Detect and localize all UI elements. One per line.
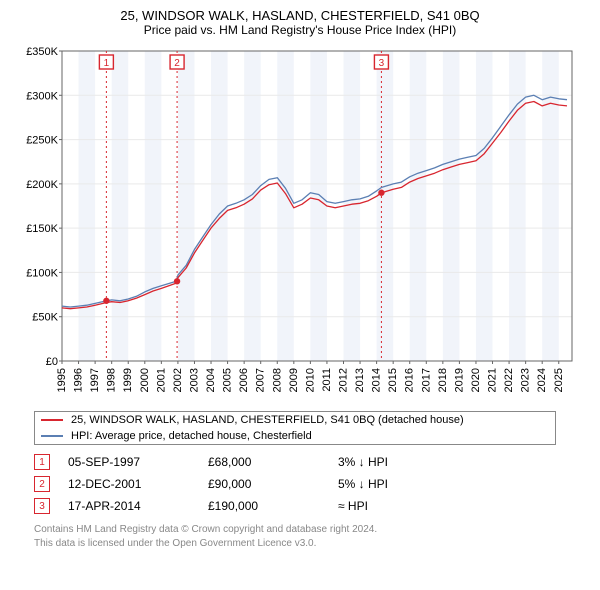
legend: 25, WINDSOR WALK, HASLAND, CHESTERFIELD,… xyxy=(34,411,556,445)
svg-text:2014: 2014 xyxy=(371,368,383,392)
legend-item: HPI: Average price, detached house, Ches… xyxy=(35,428,555,444)
svg-text:2008: 2008 xyxy=(271,368,283,392)
legend-label: HPI: Average price, detached house, Ches… xyxy=(71,430,312,442)
svg-text:2010: 2010 xyxy=(304,368,316,392)
sale-marker: 1 xyxy=(34,454,50,470)
sale-row: 2 12-DEC-2001£90,0005% ↓ HPI xyxy=(34,473,554,495)
svg-text:2006: 2006 xyxy=(238,368,250,392)
sale-marker: 3 xyxy=(34,498,50,514)
svg-text:£0: £0 xyxy=(46,356,58,368)
svg-text:2009: 2009 xyxy=(288,368,300,392)
svg-text:2023: 2023 xyxy=(520,368,532,392)
sale-row: 1 05-SEP-1997£68,0003% ↓ HPI xyxy=(34,451,554,473)
sale-price: £90,000 xyxy=(208,477,338,491)
svg-text:2001: 2001 xyxy=(155,368,167,392)
svg-text:£50K: £50K xyxy=(32,312,58,324)
page-subtitle: Price paid vs. HM Land Registry's House … xyxy=(10,23,590,37)
sale-price: £190,000 xyxy=(208,499,338,513)
page-title: 25, WINDSOR WALK, HASLAND, CHESTERFIELD,… xyxy=(10,8,590,23)
price-chart: £0 £50K £100K £150K £200K £250K £300K £350K 1995… xyxy=(18,43,578,403)
svg-text:2020: 2020 xyxy=(470,368,482,392)
sale-row: 3 17-APR-2014£190,000≈ HPI xyxy=(34,495,554,517)
attribution-line: This data is licensed under the Open Gov… xyxy=(34,537,590,551)
svg-text:2015: 2015 xyxy=(387,368,399,392)
svg-text:2018: 2018 xyxy=(437,368,449,392)
sale-hpi-relation: 3% ↓ HPI xyxy=(338,455,478,469)
sale-date: 17-APR-2014 xyxy=(68,499,208,513)
svg-text:£150K: £150K xyxy=(26,223,58,235)
svg-text:1999: 1999 xyxy=(122,368,134,392)
svg-text:1996: 1996 xyxy=(73,368,85,392)
svg-text:2004: 2004 xyxy=(205,368,217,392)
sale-hpi-relation: 5% ↓ HPI xyxy=(338,477,478,491)
sales-table: 1 05-SEP-1997£68,0003% ↓ HPI 2 12-DEC-2001£… xyxy=(34,451,554,517)
svg-text:2016: 2016 xyxy=(404,368,416,392)
legend-item: 25, WINDSOR WALK, HASLAND, CHESTERFIELD,… xyxy=(35,412,555,428)
svg-text:2000: 2000 xyxy=(139,368,151,392)
svg-text:£350K: £350K xyxy=(26,46,58,58)
sale-price: £68,000 xyxy=(208,455,338,469)
svg-text:2012: 2012 xyxy=(337,368,349,392)
svg-text:2019: 2019 xyxy=(453,368,465,392)
svg-text:1998: 1998 xyxy=(106,368,118,392)
svg-text:2013: 2013 xyxy=(354,368,366,392)
sale-date: 05-SEP-1997 xyxy=(68,455,208,469)
sale-marker: 2 xyxy=(34,476,50,492)
svg-text:2: 2 xyxy=(174,58,180,69)
svg-text:£300K: £300K xyxy=(26,90,58,102)
legend-label: 25, WINDSOR WALK, HASLAND, CHESTERFIELD,… xyxy=(71,414,464,426)
svg-text:£200K: £200K xyxy=(26,179,58,191)
attribution: Contains HM Land Registry data © Crown c… xyxy=(34,523,590,550)
svg-text:2021: 2021 xyxy=(487,368,499,392)
svg-text:2002: 2002 xyxy=(172,368,184,392)
svg-text:2003: 2003 xyxy=(188,368,200,392)
attribution-line: Contains HM Land Registry data © Crown c… xyxy=(34,523,590,537)
svg-text:£100K: £100K xyxy=(26,267,58,279)
svg-text:£250K: £250K xyxy=(26,135,58,147)
svg-text:3: 3 xyxy=(379,58,385,69)
legend-swatch xyxy=(41,435,63,437)
svg-text:1: 1 xyxy=(104,58,110,69)
svg-text:2025: 2025 xyxy=(553,368,565,392)
svg-text:2022: 2022 xyxy=(503,368,515,392)
svg-text:2017: 2017 xyxy=(420,368,432,392)
legend-swatch xyxy=(41,419,63,421)
svg-text:2005: 2005 xyxy=(222,368,234,392)
svg-text:2007: 2007 xyxy=(255,368,267,392)
svg-text:2024: 2024 xyxy=(536,368,548,392)
svg-text:2011: 2011 xyxy=(321,368,333,392)
sale-hpi-relation: ≈ HPI xyxy=(338,499,478,513)
svg-text:1997: 1997 xyxy=(89,368,101,392)
sale-date: 12-DEC-2001 xyxy=(68,477,208,491)
svg-text:1995: 1995 xyxy=(56,368,68,392)
